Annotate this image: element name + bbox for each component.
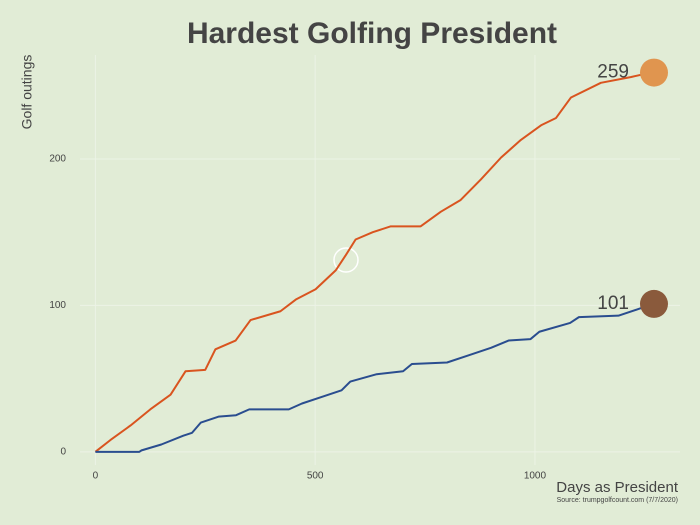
x-tick-label: 1000 [524, 471, 547, 482]
face-icon [639, 58, 668, 87]
y-axis-label: Golf outings [19, 55, 35, 130]
y-tick-label: 0 [60, 446, 66, 457]
y-tick-label: 100 [49, 300, 66, 311]
end-label: 259 [597, 62, 629, 83]
chart-title: Hardest Golfing President [187, 17, 557, 50]
x-axis-label: Days as President [556, 479, 679, 496]
x-tick-label: 0 [93, 471, 99, 482]
x-tick-label: 500 [307, 471, 324, 482]
source: Source: trumpgolfcount.com (7/7/2020) [557, 497, 678, 504]
end-label: 101 [597, 293, 629, 314]
highlight-circle [333, 247, 359, 273]
y-tick-label: 200 [49, 154, 66, 165]
face-icon [639, 289, 668, 318]
series-line [95, 303, 652, 453]
series-line [94, 71, 652, 453]
